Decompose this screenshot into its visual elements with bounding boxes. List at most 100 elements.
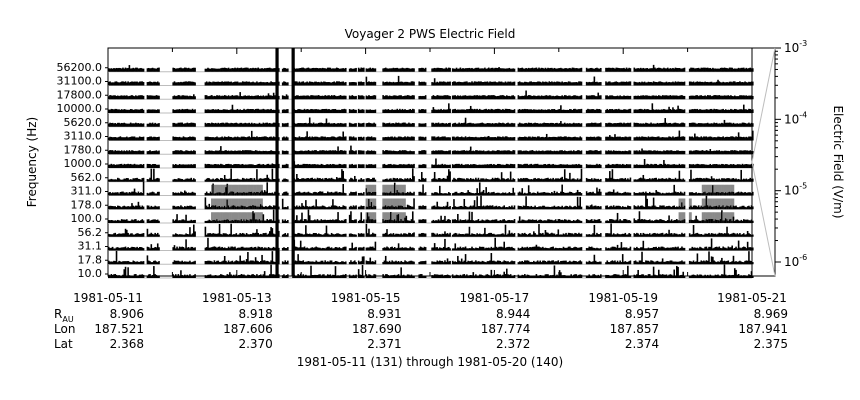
intensity-bar (333, 109, 335, 113)
intensity-bar (207, 82, 209, 86)
intensity-bar (741, 109, 744, 113)
intensity-bar (387, 82, 390, 86)
intensity-bar (190, 150, 193, 155)
intensity-bar (618, 82, 620, 86)
intensity-bar (585, 136, 588, 141)
intensity-bar (317, 122, 320, 127)
intensity-bar (235, 150, 238, 155)
intensity-bar (191, 108, 194, 113)
intensity-bar (243, 136, 245, 141)
intensity-bar (566, 192, 569, 196)
intensity-bar (404, 207, 406, 210)
intensity-bar (299, 150, 302, 155)
intensity-bar (625, 164, 628, 168)
intensity-bar (567, 81, 570, 86)
intensity-bar (435, 82, 437, 86)
intensity-bar (180, 164, 182, 168)
intensity-bar (571, 207, 574, 210)
intensity-bar (173, 192, 176, 196)
intensity-bar (262, 136, 265, 141)
intensity-bar (123, 178, 126, 182)
intensity-bar (302, 95, 305, 100)
intensity-bar (120, 95, 123, 100)
intensity-bar (315, 81, 317, 86)
intensity-bar (232, 68, 235, 72)
intensity-bar (723, 67, 726, 72)
intensity-bar (591, 122, 593, 127)
intensity-bar (691, 122, 694, 127)
intensity-bar (540, 164, 543, 168)
intensity-bar (717, 95, 719, 100)
intensity-bar (138, 136, 141, 141)
intensity-bar (432, 82, 435, 86)
intensity-bar (529, 68, 531, 72)
intensity-bar (357, 179, 360, 182)
intensity-bar (209, 164, 212, 168)
intensity-bar (316, 177, 319, 182)
intensity-bar (137, 137, 140, 141)
intensity-bar (235, 192, 238, 196)
intensity-bar (542, 81, 544, 86)
intensity-bar (311, 109, 314, 113)
intensity-bar (690, 81, 692, 86)
intensity-bar (117, 82, 119, 86)
intensity-bar (259, 151, 262, 155)
intensity-bar (505, 178, 508, 182)
intensity-bar (453, 109, 455, 113)
intensity-bar (727, 122, 730, 127)
intensity-bar (114, 150, 117, 155)
intensity-bar (156, 137, 159, 141)
enhanced-block (227, 198, 230, 210)
intensity-bar (508, 150, 511, 155)
intensity-bar (405, 137, 408, 141)
intensity-bar (642, 67, 645, 72)
intensity-bar (413, 198, 415, 210)
intensity-bar (420, 150, 423, 155)
intensity-bar (741, 192, 744, 196)
intensity-bar (218, 95, 221, 100)
enhanced-block (252, 198, 254, 210)
intensity-bar (548, 206, 551, 210)
intensity-bar (108, 137, 110, 141)
intensity-bar (618, 179, 620, 182)
intensity-bar (512, 164, 515, 168)
intensity-bar (270, 108, 272, 113)
intensity-bar (594, 164, 597, 168)
intensity-bar (469, 82, 472, 86)
intensity-bar (124, 151, 127, 155)
intensity-bar (404, 81, 406, 86)
intensity-bar (560, 96, 562, 100)
intensity-bar (406, 109, 409, 113)
intensity-bar (136, 205, 138, 210)
intensity-bar (441, 136, 444, 141)
intensity-bar (363, 122, 365, 127)
intensity-bar (561, 68, 563, 72)
intensity-bar (494, 67, 496, 72)
intensity-bar (314, 123, 316, 127)
intensity-bar (299, 67, 302, 72)
intensity-bar (258, 109, 261, 113)
intensity-bar (323, 136, 325, 141)
intensity-bar (569, 191, 571, 196)
intensity-bar (243, 123, 245, 127)
intensity-bar (742, 136, 745, 141)
intensity-bar (587, 82, 589, 86)
intensity-bar (476, 150, 478, 155)
intensity-bar (468, 95, 471, 100)
intensity-bar (393, 206, 396, 210)
intensity-bar (156, 177, 159, 182)
intensity-bar (714, 123, 717, 127)
intensity-bar (222, 122, 225, 127)
intensity-bar (238, 96, 240, 100)
enhanced-block (249, 184, 252, 196)
enhanced-block (731, 184, 733, 196)
intensity-bar (244, 164, 247, 168)
intensity-bar (330, 191, 333, 196)
intensity-bar (512, 95, 515, 100)
intensity-bar (244, 109, 247, 113)
intensity-bar (741, 122, 744, 127)
intensity-bar (677, 136, 679, 141)
intensity-bar (372, 137, 374, 141)
intensity-bar (625, 81, 628, 86)
intensity-bar (504, 207, 507, 210)
